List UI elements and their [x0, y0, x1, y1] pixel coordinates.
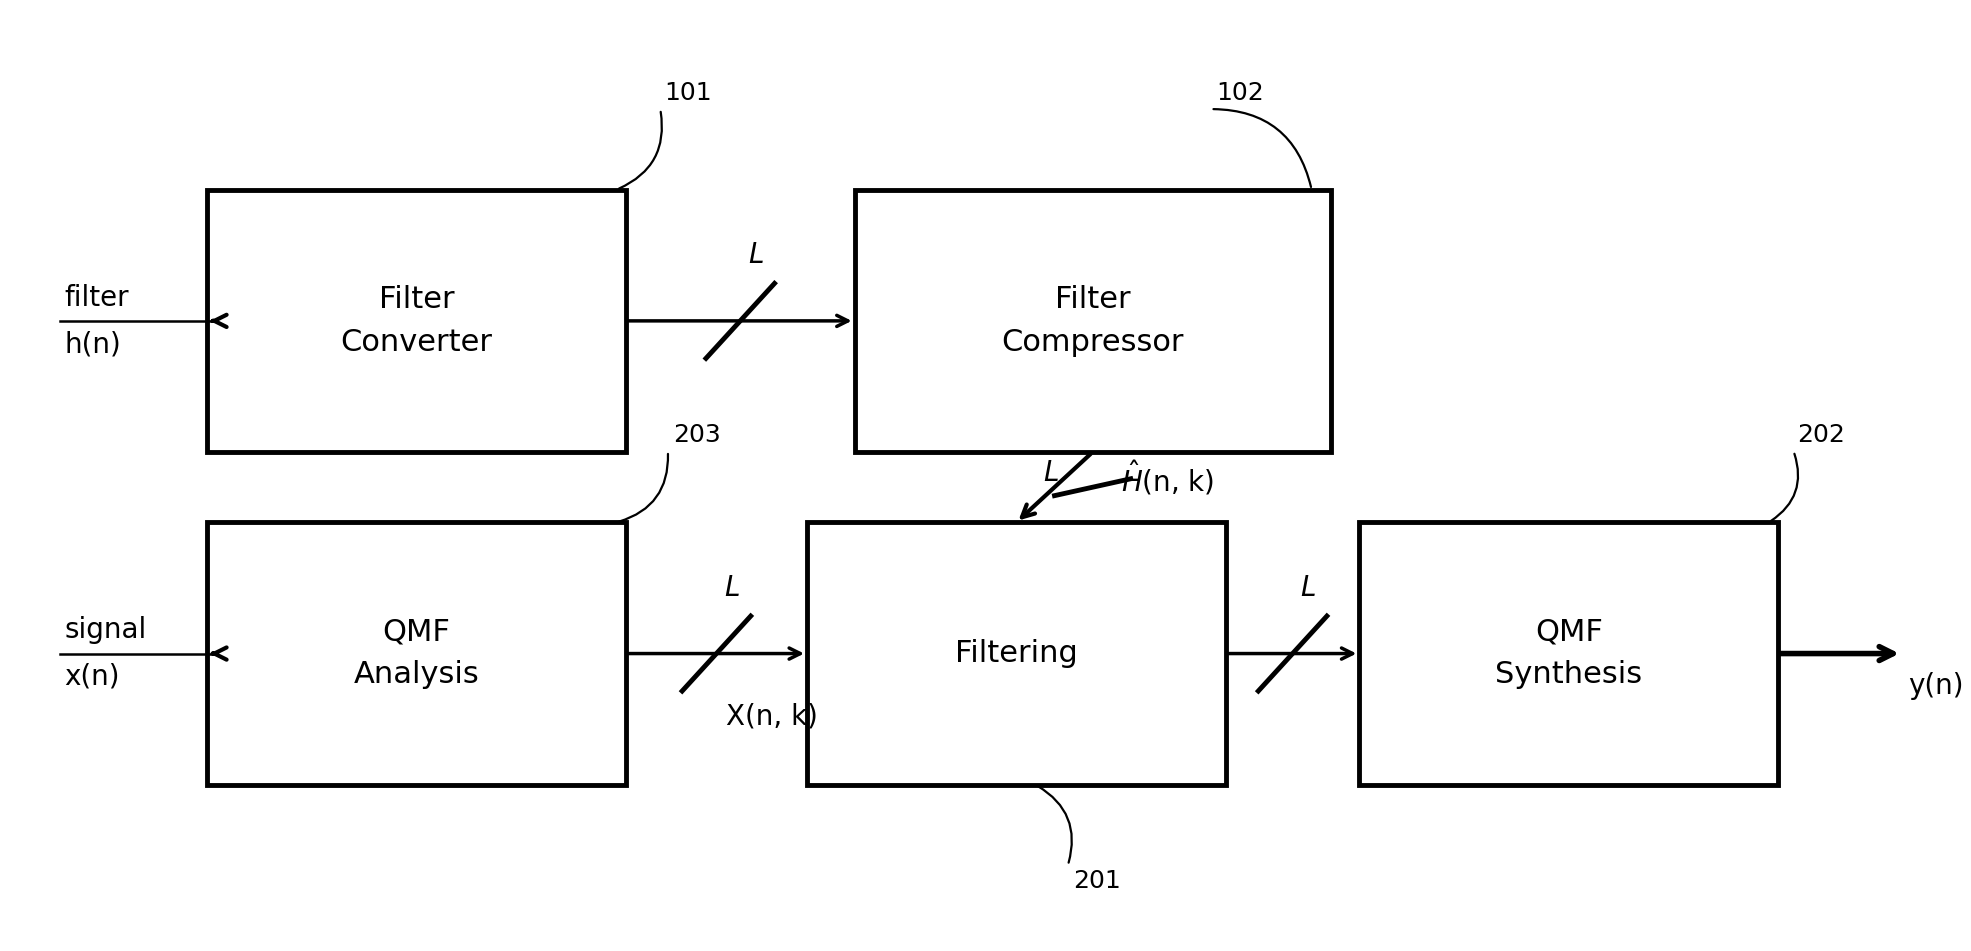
Text: 101: 101 [664, 82, 712, 106]
Text: L: L [1043, 459, 1058, 487]
Text: L: L [747, 242, 763, 269]
Text: 102: 102 [1216, 82, 1263, 106]
Text: y(n): y(n) [1908, 672, 1963, 700]
Text: L: L [1301, 574, 1317, 602]
Bar [1360, 522, 1778, 785]
Text: Filter
Compressor: Filter Compressor [1001, 285, 1185, 357]
Text: Filtering: Filtering [956, 639, 1078, 668]
Text: Filter
Converter: Filter Converter [341, 285, 493, 357]
Text: $\hat{H}$(n, k): $\hat{H}$(n, k) [1121, 458, 1214, 497]
Text: x(n): x(n) [65, 663, 120, 691]
Bar [855, 189, 1330, 452]
Bar [207, 189, 627, 452]
Text: 203: 203 [674, 423, 721, 447]
Text: 202: 202 [1798, 423, 1845, 447]
Text: filter: filter [65, 283, 128, 312]
Text: h(n): h(n) [65, 330, 120, 359]
Text: L: L [723, 574, 739, 602]
Text: QMF
Synthesis: QMF Synthesis [1496, 617, 1642, 689]
Bar [207, 522, 627, 785]
Bar [806, 522, 1226, 785]
Text: X(n, k): X(n, k) [725, 702, 818, 730]
Text: QMF
Analysis: QMF Analysis [353, 617, 479, 689]
Text: 201: 201 [1074, 869, 1121, 893]
Text: signal: signal [65, 616, 146, 644]
